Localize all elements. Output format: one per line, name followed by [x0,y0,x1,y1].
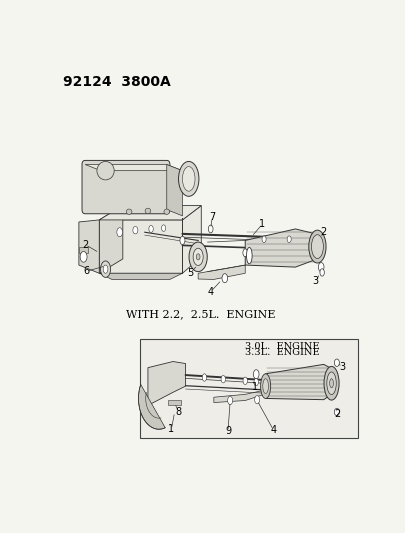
Ellipse shape [247,247,252,264]
Ellipse shape [263,379,269,393]
Ellipse shape [228,397,232,405]
Text: 1: 1 [252,382,258,392]
Polygon shape [139,384,165,429]
Ellipse shape [193,248,203,265]
Ellipse shape [202,374,207,381]
Ellipse shape [145,208,151,214]
Ellipse shape [222,273,228,282]
Polygon shape [99,206,201,273]
Ellipse shape [103,265,108,273]
Text: 5: 5 [187,268,194,278]
Text: 4: 4 [271,425,277,435]
Polygon shape [198,265,245,279]
Text: 3.3L.  ENGINE: 3.3L. ENGINE [245,348,320,357]
Polygon shape [266,365,332,400]
Polygon shape [245,229,318,267]
Polygon shape [79,220,99,273]
Ellipse shape [262,236,266,243]
Ellipse shape [311,235,323,259]
Polygon shape [99,206,201,220]
Ellipse shape [100,261,111,277]
Polygon shape [99,206,123,273]
Text: 3: 3 [313,277,319,286]
Polygon shape [168,400,181,406]
Ellipse shape [254,378,258,386]
Ellipse shape [254,370,259,379]
Ellipse shape [335,408,339,416]
Polygon shape [99,273,182,279]
Polygon shape [214,390,264,402]
Ellipse shape [164,209,170,214]
Ellipse shape [327,372,336,394]
Ellipse shape [260,374,271,399]
Text: 2: 2 [82,239,88,249]
Ellipse shape [149,225,153,232]
Ellipse shape [133,227,138,234]
Text: 8: 8 [176,407,182,417]
Ellipse shape [117,228,122,237]
Ellipse shape [80,252,87,262]
Text: 2: 2 [321,227,327,237]
Text: 2: 2 [335,409,341,418]
Text: 4: 4 [208,287,214,297]
Text: 1: 1 [168,424,175,434]
Polygon shape [148,361,185,406]
Ellipse shape [196,254,200,260]
Polygon shape [79,247,88,253]
Ellipse shape [255,395,260,404]
Polygon shape [167,165,182,216]
Ellipse shape [182,166,195,191]
Ellipse shape [335,359,339,366]
Ellipse shape [287,236,291,243]
Ellipse shape [243,377,247,384]
Ellipse shape [97,161,114,180]
Ellipse shape [189,242,207,272]
Ellipse shape [318,263,324,272]
Ellipse shape [324,366,339,400]
Text: 3: 3 [339,362,345,372]
Text: 1: 1 [260,219,266,229]
Ellipse shape [243,249,247,257]
Ellipse shape [309,230,326,263]
FancyBboxPatch shape [82,160,170,214]
Ellipse shape [221,375,226,383]
Text: 92124  3800A: 92124 3800A [63,76,171,90]
Text: WITH 2.2,  2.5L.  ENGINE: WITH 2.2, 2.5L. ENGINE [126,309,275,319]
Polygon shape [85,165,182,171]
Text: 7: 7 [209,212,215,222]
Ellipse shape [126,209,132,214]
Ellipse shape [330,379,333,388]
Ellipse shape [179,161,199,196]
Ellipse shape [180,236,185,245]
Bar [140,339,358,438]
Text: 6: 6 [84,266,90,276]
Text: 3.0L.  ENGINE: 3.0L. ENGINE [245,342,320,351]
Ellipse shape [208,225,213,233]
Text: 9: 9 [225,426,231,437]
Ellipse shape [162,225,166,231]
Ellipse shape [320,269,324,276]
